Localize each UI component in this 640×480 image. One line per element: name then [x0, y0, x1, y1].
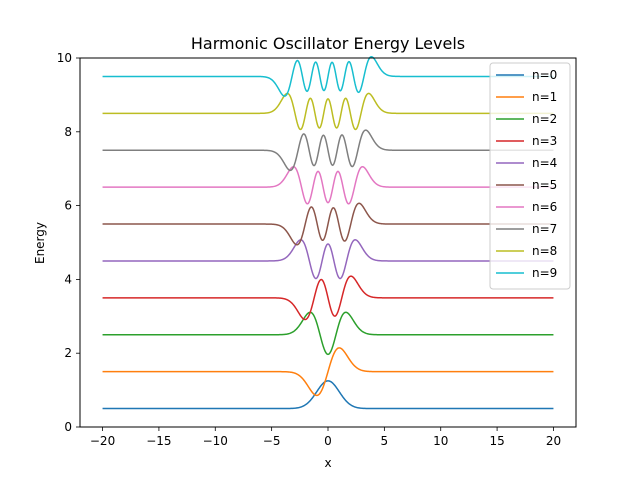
y-tick-label: 10 — [57, 51, 72, 65]
y-tick-label: 4 — [64, 272, 72, 286]
series-line-n9 — [102, 55, 554, 97]
x-tick-label: −15 — [146, 434, 171, 448]
y-axis-label: Energy — [33, 222, 47, 264]
legend-label-n3: n=3 — [532, 134, 557, 148]
x-tick-label: −20 — [90, 434, 115, 448]
legend: n=0 n=1 n=2 n=3 n=4 n=5 n=6 n=7 n=8 n=9 — [489, 62, 571, 290]
legend-label-n4: n=4 — [532, 156, 557, 170]
legend-label-n5: n=5 — [532, 178, 557, 192]
x-tick-label: 20 — [546, 434, 561, 448]
series-line-n0 — [102, 380, 554, 410]
y-axis-ticks: 0 2 4 6 8 10 — [57, 51, 80, 434]
x-axis-ticks: −20 −15 −10 −5 0 5 10 15 20 — [90, 427, 561, 448]
series-line-n5 — [102, 202, 554, 246]
x-tick-label: −5 — [263, 434, 281, 448]
series-line-n3 — [102, 275, 554, 321]
plot-area — [102, 55, 554, 410]
x-tick-label: −10 — [203, 434, 228, 448]
legend-label-n8: n=8 — [532, 244, 557, 258]
y-tick-label: 8 — [64, 125, 72, 139]
series-line-n4 — [102, 239, 554, 280]
x-tick-label: 15 — [489, 434, 504, 448]
x-tick-label: 0 — [324, 434, 332, 448]
series-line-n8 — [102, 92, 554, 131]
legend-label-n1: n=1 — [532, 90, 557, 104]
legend-label-n0: n=0 — [532, 68, 557, 82]
legend-label-n2: n=2 — [532, 112, 557, 126]
x-axis-label: x — [324, 456, 331, 470]
axes-frame — [79, 57, 577, 428]
series-line-n1 — [102, 347, 554, 397]
series-line-n7 — [102, 129, 554, 172]
legend-label-n9: n=9 — [532, 266, 557, 280]
series-line-n6 — [102, 165, 554, 205]
y-tick-label: 2 — [64, 346, 72, 360]
legend-label-n6: n=6 — [532, 200, 557, 214]
y-tick-label: 0 — [64, 420, 72, 434]
x-tick-label: 10 — [433, 434, 448, 448]
y-tick-label: 6 — [64, 199, 72, 213]
x-tick-label: 5 — [381, 434, 389, 448]
series-line-n2 — [102, 311, 554, 356]
legend-label-n7: n=7 — [532, 222, 557, 236]
chart-title: Harmonic Oscillator Energy Levels — [191, 34, 465, 53]
